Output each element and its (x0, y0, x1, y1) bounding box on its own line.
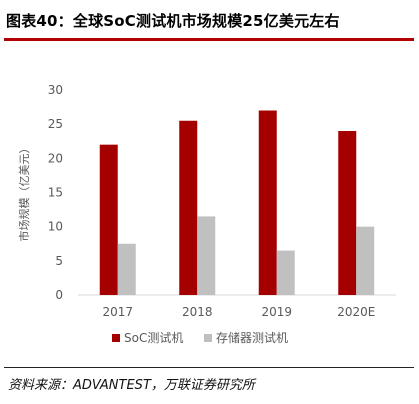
legend-label-1: 存储器测试机 (216, 330, 288, 345)
bar-storage-2017 (117, 243, 136, 295)
legend-swatch-1 (204, 334, 212, 342)
source-note: 资料来源：ADVANTEST，万联证券研究所 (8, 378, 255, 393)
bar-storage-2020E (356, 226, 375, 295)
y-tick-label-5: 25 (48, 117, 63, 131)
bar-storage-2018 (197, 216, 216, 295)
bar-chart: 0 5 10 15 20 25 30 2017 2018 2019 2020E 市场规模（亿美元）… (17, 83, 396, 345)
y-tick-label-3: 15 (48, 186, 63, 200)
y-axis-label: 市场规模（亿美元） (17, 143, 31, 242)
x-tick-label-1: 2018 (182, 305, 213, 319)
source-rule (4, 367, 414, 368)
bar-soc-2019 (258, 110, 277, 295)
title-rule (4, 38, 414, 41)
y-tick-label-2: 10 (48, 220, 63, 234)
x-tick-label-0: 2017 (102, 305, 133, 319)
bars (99, 110, 375, 295)
bar-storage-2019 (276, 250, 295, 295)
y-axis-ticks: 0 5 10 15 20 25 30 (48, 83, 63, 302)
y-tick-label-1: 5 (55, 254, 63, 268)
legend-label-0: SoC测试机 (124, 330, 183, 345)
y-tick-label-6: 30 (48, 83, 63, 97)
bar-soc-2017 (99, 144, 118, 295)
y-tick-label-0: 0 (55, 288, 63, 302)
legend-swatch-0 (112, 334, 120, 342)
bar-soc-2020E (338, 131, 357, 295)
x-tick-label-2: 2019 (261, 305, 292, 319)
legend: SoC测试机 存储器测试机 (112, 330, 288, 345)
x-tick-label-3: 2020E (337, 305, 375, 319)
x-axis-ticks: 2017 2018 2019 2020E (102, 305, 375, 319)
chart-title: 图表40：全球SoC测试机市场规模25亿美元左右 (6, 12, 340, 30)
y-tick-label-4: 20 (48, 151, 63, 165)
bar-soc-2018 (179, 120, 198, 295)
